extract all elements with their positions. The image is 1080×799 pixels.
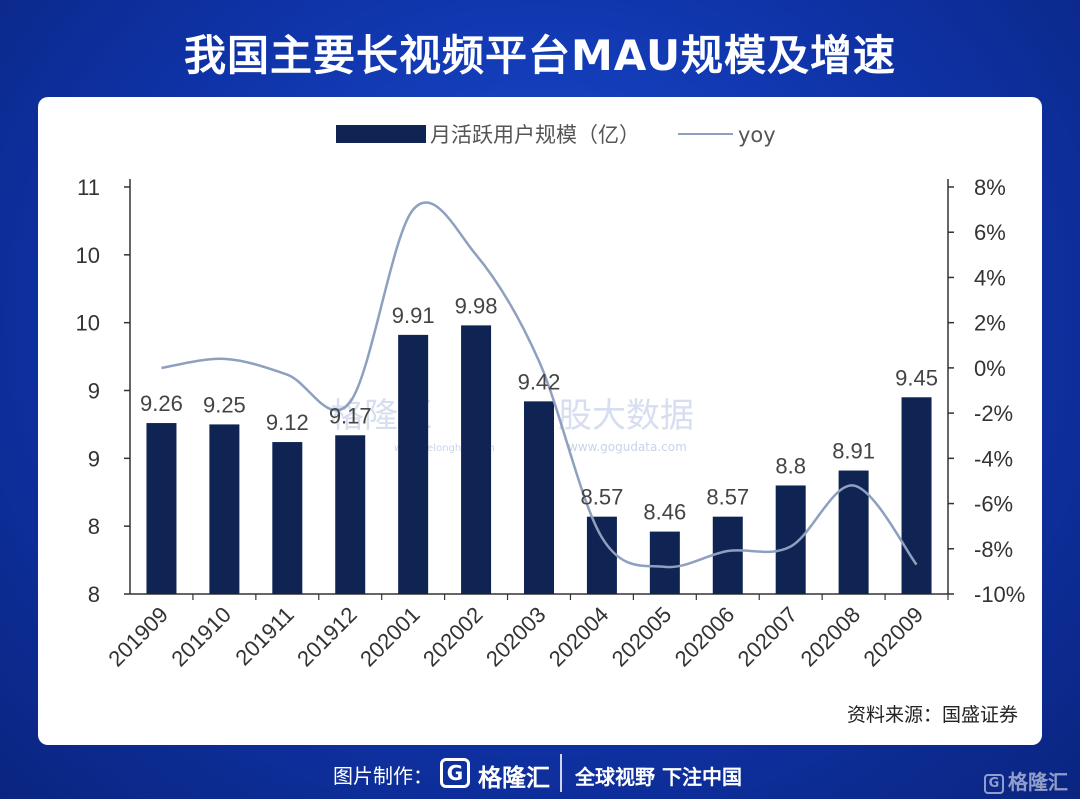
- gelonghui-logo-icon: G: [440, 758, 470, 788]
- bar-202004: [586, 516, 617, 594]
- legend-bar-label: 月活跃用户规模（亿）: [430, 123, 640, 147]
- left-tick-label: 8: [88, 514, 100, 539]
- right-tick-label: -10%: [974, 582, 1025, 607]
- watermark-right-sub: www.gogudata.com: [568, 440, 687, 454]
- legend-line-label: yoy: [738, 123, 776, 147]
- bar-202006: [712, 516, 743, 594]
- right-tick-label: 2%: [974, 311, 1006, 336]
- footer: 图片制作： G 格隆汇 全球视野 下注中国: [0, 752, 1080, 792]
- chart-bars: [146, 325, 932, 594]
- x-tick-label: 202008: [796, 602, 866, 672]
- right-tick-label: -8%: [974, 537, 1013, 562]
- data-label: 9.91: [392, 303, 435, 328]
- x-tick-label: 201909: [103, 602, 173, 672]
- corner-watermark: G 格隆汇: [984, 766, 1068, 795]
- data-label: 8.8: [775, 453, 806, 478]
- watermark-left-sub: www.gelonghui.com: [394, 443, 495, 454]
- bar-201909: [146, 423, 177, 594]
- page-title: 我国主要长视频平台MAU规模及增速: [183, 31, 897, 80]
- bar-201911: [272, 442, 303, 594]
- mau-chart: 格隆汇 www.gelonghui.com 股大数据 www.gogudata.…: [76, 123, 1026, 672]
- bar-201912: [335, 435, 366, 594]
- footer-slogan: 全球视野 下注中国: [575, 765, 742, 789]
- data-label: 9.98: [455, 293, 498, 318]
- data-label: 9.12: [266, 410, 309, 435]
- data-label: 9.25: [203, 392, 246, 417]
- right-tick-label: -2%: [974, 401, 1013, 426]
- x-tick-label: 202005: [607, 602, 677, 672]
- data-label: 9.45: [895, 365, 938, 390]
- chart-legend: 月活跃用户规模（亿） yoy: [336, 123, 776, 147]
- bar-202009: [901, 397, 932, 594]
- bar-202002: [461, 325, 492, 594]
- data-label: 8.57: [581, 485, 624, 510]
- yoy-line-path: [161, 201, 918, 569]
- chart-yoy-line: [161, 201, 918, 569]
- corner-brand: 格隆汇: [1008, 770, 1068, 794]
- corner-logo-icon: G: [984, 773, 1004, 794]
- left-tick-label: 10: [76, 243, 100, 268]
- bar-202005: [649, 531, 680, 594]
- x-tick-label: 201912: [292, 602, 362, 672]
- bar-202003: [524, 401, 554, 594]
- chart-data-labels: 9.26 9.25 9.12 9.17 9.91 9.98 9.42 8.57 8.46 8.57…: [140, 293, 938, 524]
- right-tick-label: 8%: [974, 175, 1006, 200]
- data-label: 8.46: [643, 500, 686, 525]
- bar-201910: [209, 424, 240, 594]
- data-label: 9.26: [140, 391, 183, 416]
- chart-card: 格隆汇 www.gelonghui.com 股大数据 www.gogudata.…: [38, 97, 1042, 745]
- data-label: 8.57: [706, 485, 749, 510]
- data-label: 9.17: [329, 403, 372, 428]
- watermark-right: 股大数据: [558, 396, 694, 436]
- legend-bar-swatch: [336, 125, 426, 143]
- right-tick-label: -6%: [974, 492, 1013, 517]
- x-tick-label: 202003: [481, 602, 551, 672]
- right-tick-label: 6%: [974, 220, 1006, 245]
- x-tick-label: 202001: [355, 602, 425, 672]
- x-tick-label: 202007: [733, 602, 803, 672]
- data-label: 8.91: [832, 439, 875, 464]
- left-tick-label: 8: [88, 582, 100, 607]
- source-note: 资料来源：国盛证券: [846, 704, 1018, 726]
- left-tick-label: 11: [77, 175, 100, 200]
- left-tick-label: 9: [88, 379, 100, 404]
- footer-brand: 格隆汇: [478, 764, 550, 792]
- left-tick-label: 10: [76, 311, 100, 336]
- footer-divider: [560, 754, 562, 792]
- right-tick-label: 4%: [974, 265, 1006, 290]
- x-tick-label: 202004: [544, 602, 614, 672]
- right-tick-label: -4%: [974, 446, 1013, 471]
- left-tick-label: 9: [88, 446, 100, 471]
- data-label: 9.42: [518, 369, 561, 394]
- watermark: 格隆汇 www.gelonghui.com 股大数据 www.gogudata.…: [330, 396, 694, 454]
- right-tick-label: 0%: [974, 356, 1006, 381]
- footer-credit: 图片制作：: [333, 764, 433, 788]
- x-tick-label: 202006: [670, 602, 740, 672]
- x-tick-label: 201911: [230, 602, 298, 670]
- x-tick-label: 202009: [858, 602, 928, 672]
- x-tick-label: 202002: [418, 602, 488, 672]
- bar-202001: [398, 334, 429, 594]
- x-tick-label: 201910: [166, 602, 236, 672]
